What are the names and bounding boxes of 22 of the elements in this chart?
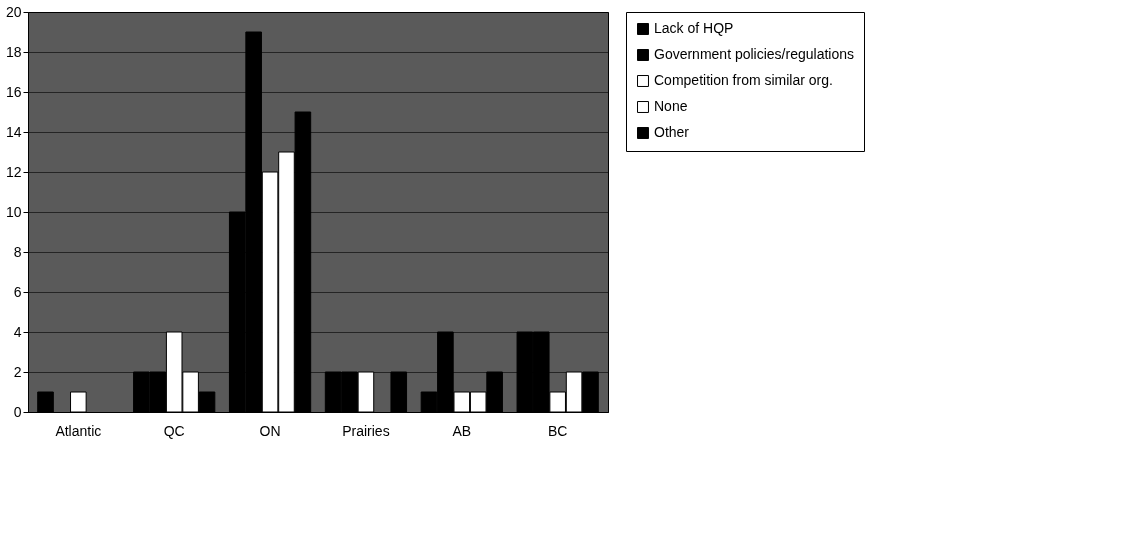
y-tick-label: 20 <box>5 3 22 20</box>
x-tick-label: Prairies <box>342 422 390 439</box>
x-tick-label: Atlantic <box>55 422 102 439</box>
y-tick-label: 6 <box>13 283 22 300</box>
y-tick-label: 2 <box>13 363 22 380</box>
y-tick-label: 18 <box>5 43 22 60</box>
y-tick-label: 16 <box>5 83 22 100</box>
y-tick-label: 10 <box>5 203 22 220</box>
y-tick-label: 14 <box>5 123 22 140</box>
legend-label: Lack of HQP <box>654 20 734 36</box>
x-tick-label: BC <box>547 422 568 439</box>
y-tick-label: 0 <box>13 403 22 420</box>
legend-label: Government policies/regulations <box>654 46 854 62</box>
y-tick-label: 12 <box>5 163 22 180</box>
y-tick-label: 4 <box>13 323 22 340</box>
x-tick-label: ON <box>259 422 281 439</box>
x-tick-label: QC <box>163 422 185 439</box>
legend-label: None <box>654 98 688 114</box>
y-tick-label: 8 <box>13 243 22 260</box>
x-tick-label: AB <box>452 422 472 439</box>
legend-label: Competition from similar org. <box>654 72 833 88</box>
legend-label: Other <box>654 124 690 140</box>
